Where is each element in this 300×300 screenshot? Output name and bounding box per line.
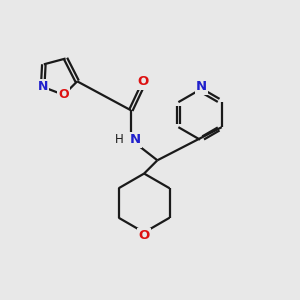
Text: O: O	[139, 230, 150, 242]
Text: N: N	[38, 80, 48, 93]
Text: O: O	[58, 88, 69, 101]
Text: N: N	[196, 80, 207, 93]
Text: O: O	[137, 75, 148, 88]
Text: N: N	[130, 133, 141, 146]
Text: H: H	[115, 133, 124, 146]
